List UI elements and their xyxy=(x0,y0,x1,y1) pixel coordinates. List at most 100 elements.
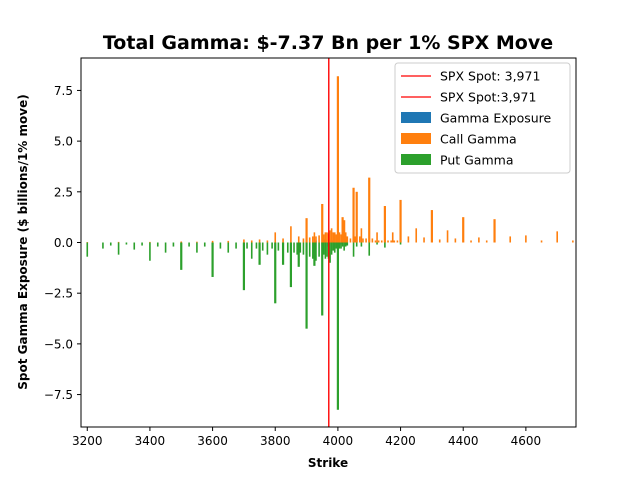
bar-call-gamma-4000 xyxy=(336,76,339,243)
bar-put-gamma-3870 xyxy=(296,242,298,255)
bar-put-gamma-3350 xyxy=(133,242,136,250)
bar-call-gamma-3955 xyxy=(323,234,325,243)
bar-put-gamma-4050 xyxy=(352,242,355,257)
bar-call-gamma-4070 xyxy=(359,236,361,243)
bar-call-gamma-3300 xyxy=(117,241,120,243)
bars-layer xyxy=(86,76,574,410)
y-tick-label-2.5: 2.5 xyxy=(54,185,73,199)
legend-label-call-gamma: Call Gamma xyxy=(440,132,517,147)
bar-call-gamma-3890 xyxy=(302,238,305,243)
bar-put-gamma-3625 xyxy=(219,242,222,249)
bar-put-gamma-3250 xyxy=(102,242,104,249)
bar-put-gamma-3840 xyxy=(286,242,289,253)
bar-call-gamma-3500 xyxy=(180,241,183,243)
bar-call-gamma-3960 xyxy=(324,232,327,243)
bar-call-gamma-4020 xyxy=(343,220,346,243)
bar-call-gamma-3800 xyxy=(274,232,277,243)
bar-put-gamma-4125 xyxy=(376,242,378,245)
bar-call-gamma-4750 xyxy=(572,240,574,243)
bar-put-gamma-3800 xyxy=(274,242,277,304)
bar-call-gamma-4005 xyxy=(338,232,341,243)
legend-swatch-gamma-exposure xyxy=(401,112,431,123)
bar-put-gamma-3200 xyxy=(86,242,89,257)
bar-put-gamma-3650 xyxy=(227,242,230,253)
bar-call-gamma-4060 xyxy=(355,191,358,243)
bar-put-gamma-3985 xyxy=(332,242,334,251)
bar-call-gamma-4125 xyxy=(376,232,378,243)
bar-put-gamma-3740 xyxy=(255,242,258,249)
bar-call-gamma-4040 xyxy=(349,238,352,243)
bar-call-gamma-4090 xyxy=(365,238,367,243)
bar-put-gamma-3425 xyxy=(156,242,159,247)
bar-call-gamma-3980 xyxy=(330,228,333,243)
bar-call-gamma-4075 xyxy=(360,228,363,243)
x-tick-label-4600: 4600 xyxy=(511,434,542,448)
bar-put-gamma-3875 xyxy=(297,242,300,267)
bar-call-gamma-4500 xyxy=(493,219,496,243)
bar-put-gamma-3880 xyxy=(299,242,302,253)
bar-put-gamma-4005 xyxy=(338,242,341,249)
bar-put-gamma-3450 xyxy=(164,242,167,253)
bar-call-gamma-4025 xyxy=(344,232,347,243)
legend-swatch-call-gamma xyxy=(401,133,431,144)
x-tick-label-3800: 3800 xyxy=(260,434,291,448)
bar-put-gamma-3550 xyxy=(196,242,198,253)
bar-put-gamma-3980 xyxy=(330,242,333,255)
bar-call-gamma-4175 xyxy=(391,232,394,243)
bar-put-gamma-3575 xyxy=(203,242,206,247)
bar-put-gamma-3790 xyxy=(271,242,273,249)
chart-title: Total Gamma: $-7.37 Bn per 1% SPX Move xyxy=(103,32,553,54)
bar-call-gamma-3850 xyxy=(290,226,292,243)
bar-call-gamma-3920 xyxy=(312,236,314,243)
x-tick-label-3600: 3600 xyxy=(197,434,228,448)
bar-call-gamma-3700 xyxy=(243,239,245,243)
bar-call-gamma-4100 xyxy=(368,177,371,243)
bar-put-gamma-3965 xyxy=(326,242,328,257)
bar-call-gamma-4275 xyxy=(423,237,425,243)
x-tick-label-3200: 3200 xyxy=(72,434,103,448)
bar-put-gamma-3975 xyxy=(329,242,331,263)
legend-frame xyxy=(394,62,571,174)
bar-put-gamma-3710 xyxy=(246,242,248,249)
bar-call-gamma-3650 xyxy=(227,240,230,243)
y-tick-label-5: 5.0 xyxy=(54,135,73,149)
bar-call-gamma-4110 xyxy=(371,238,374,243)
bar-call-gamma-3990 xyxy=(333,232,336,243)
bar-put-gamma-3760 xyxy=(261,242,264,251)
bar-put-gamma-3600 xyxy=(211,242,214,277)
bar-put-gamma-4150 xyxy=(384,242,386,248)
bar-put-gamma-3750 xyxy=(258,242,261,265)
bar-call-gamma-3930 xyxy=(315,236,317,243)
y-tick-label-0: 0.0 xyxy=(54,236,73,250)
bar-put-gamma-3900 xyxy=(305,242,308,329)
bar-call-gamma-3965 xyxy=(326,232,328,243)
bar-call-gamma-3775 xyxy=(266,240,269,243)
bar-put-gamma-3325 xyxy=(125,242,128,245)
bar-call-gamma-4015 xyxy=(341,217,344,243)
bar-call-gamma-3200 xyxy=(86,242,89,243)
bar-put-gamma-3995 xyxy=(335,242,338,249)
bar-call-gamma-4475 xyxy=(485,240,488,243)
bar-put-gamma-3825 xyxy=(281,242,285,265)
bar-put-gamma-3500 xyxy=(180,242,183,270)
legend-label-put-gamma: Put Gamma xyxy=(440,153,513,168)
bar-call-gamma-4050 xyxy=(352,187,355,243)
bar-put-gamma-4000 xyxy=(336,242,339,410)
legend-label-gamma-exposure: Gamma Exposure xyxy=(440,111,552,126)
bar-call-gamma-3725 xyxy=(250,240,253,243)
x-tick-label-4400: 4400 xyxy=(448,434,479,448)
bar-put-gamma-4100 xyxy=(368,242,371,256)
bar-call-gamma-4170 xyxy=(390,240,392,243)
x-axis-label: Strike xyxy=(308,456,348,470)
bar-call-gamma-3940 xyxy=(318,235,320,243)
bar-put-gamma-3890 xyxy=(302,242,305,255)
bar-put-gamma-4075 xyxy=(360,242,363,247)
bar-call-gamma-4160 xyxy=(387,240,389,243)
bar-put-gamma-3930 xyxy=(315,242,317,261)
bar-call-gamma-4030 xyxy=(346,236,349,243)
bar-put-gamma-4020 xyxy=(343,242,345,251)
bar-call-gamma-4550 xyxy=(509,236,512,243)
bar-call-gamma-3600 xyxy=(211,240,214,243)
bar-put-gamma-3700 xyxy=(242,242,246,291)
